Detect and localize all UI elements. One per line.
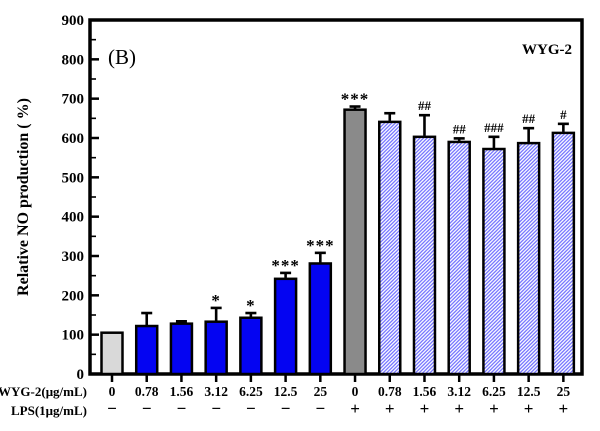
y-tick-label: 600: [62, 131, 85, 147]
dose-value: 0: [109, 384, 116, 399]
bar: [273, 277, 298, 376]
dose-value: 0: [352, 384, 359, 399]
bar: [134, 324, 159, 376]
bar: [516, 141, 541, 376]
bar: [551, 131, 576, 376]
y-tick-label: 100: [62, 328, 85, 344]
dose-value: 25: [557, 384, 571, 399]
dose-value: 3.12: [447, 384, 471, 399]
y-tick-label: 400: [62, 210, 85, 226]
dose-value: 6.25: [239, 384, 263, 399]
y-tick-label: 0: [77, 367, 85, 383]
significance-marker: *: [211, 291, 221, 310]
dose-value: 25: [314, 384, 328, 399]
lps-sign: +: [350, 399, 360, 418]
bar: [482, 147, 506, 376]
significance-marker: ***: [271, 256, 300, 275]
y-tick-label: 200: [62, 288, 85, 304]
lps-sign: +: [420, 399, 430, 418]
lps-sign: −: [281, 399, 291, 418]
plot-frame: [88, 18, 584, 376]
bar: [239, 316, 263, 376]
lps-sign: −: [246, 399, 256, 418]
lps-sign: −: [142, 399, 152, 418]
bar: [412, 135, 437, 376]
significance-markers: * ********** #### ##### #: [211, 90, 567, 315]
lps-sign: +: [559, 399, 569, 418]
lps-sign: +: [454, 399, 464, 418]
dose-value: 12.5: [517, 384, 541, 399]
lps-row-label: LPS(1μg/mL): [11, 403, 87, 418]
y-tick-label: 700: [62, 92, 85, 108]
significance-marker: #: [560, 107, 567, 122]
dose-value: 0.78: [378, 384, 402, 399]
legend-label: WYG-2: [522, 42, 572, 58]
lps-sign: +: [489, 399, 499, 418]
lps-sign: +: [524, 399, 534, 418]
y-axis-title: Relative NO production ( %): [15, 98, 32, 296]
significance-marker: ##: [418, 98, 432, 113]
dose-value: 12.5: [274, 384, 298, 399]
significance-marker: ***: [306, 236, 335, 255]
lps-sign: −: [177, 399, 187, 418]
lps-sign: +: [385, 399, 395, 418]
significance-marker: *: [246, 296, 256, 315]
bars: [100, 105, 576, 376]
y-tick-label: 500: [62, 170, 85, 186]
significance-marker: ***: [341, 90, 370, 109]
bar: [447, 140, 471, 376]
x-axis-rows: 0−0.78−1.56−3.12−6.25−12.5−25−0+0.78+1.5…: [107, 384, 570, 418]
bar: [343, 108, 367, 376]
bar: [308, 262, 333, 376]
y-tick-label: 800: [62, 52, 85, 68]
y-tick-label: 300: [62, 249, 85, 265]
lps-sign: −: [107, 399, 117, 418]
dose-value: 0.78: [135, 384, 159, 399]
lps-sign: −: [211, 399, 221, 418]
significance-marker: ###: [484, 120, 504, 135]
axis-ticks: 0 100 200 300 400 500 600 700 800 900: [62, 13, 565, 383]
bar: [378, 120, 402, 376]
dose-row-label: WYG-2(μg/mL): [0, 384, 87, 399]
significance-marker: ##: [522, 111, 536, 126]
dose-value: 1.56: [413, 384, 437, 399]
bar: [204, 320, 228, 376]
bar: [169, 322, 194, 376]
dose-value: 3.12: [204, 384, 228, 399]
bar: [100, 331, 124, 376]
dose-value: 6.25: [482, 384, 506, 399]
significance-marker: ##: [453, 121, 467, 136]
panel-label: (B): [108, 45, 136, 69]
lps-sign: −: [315, 399, 325, 418]
dose-value: 1.56: [170, 384, 194, 399]
y-tick-label: 900: [62, 13, 85, 29]
